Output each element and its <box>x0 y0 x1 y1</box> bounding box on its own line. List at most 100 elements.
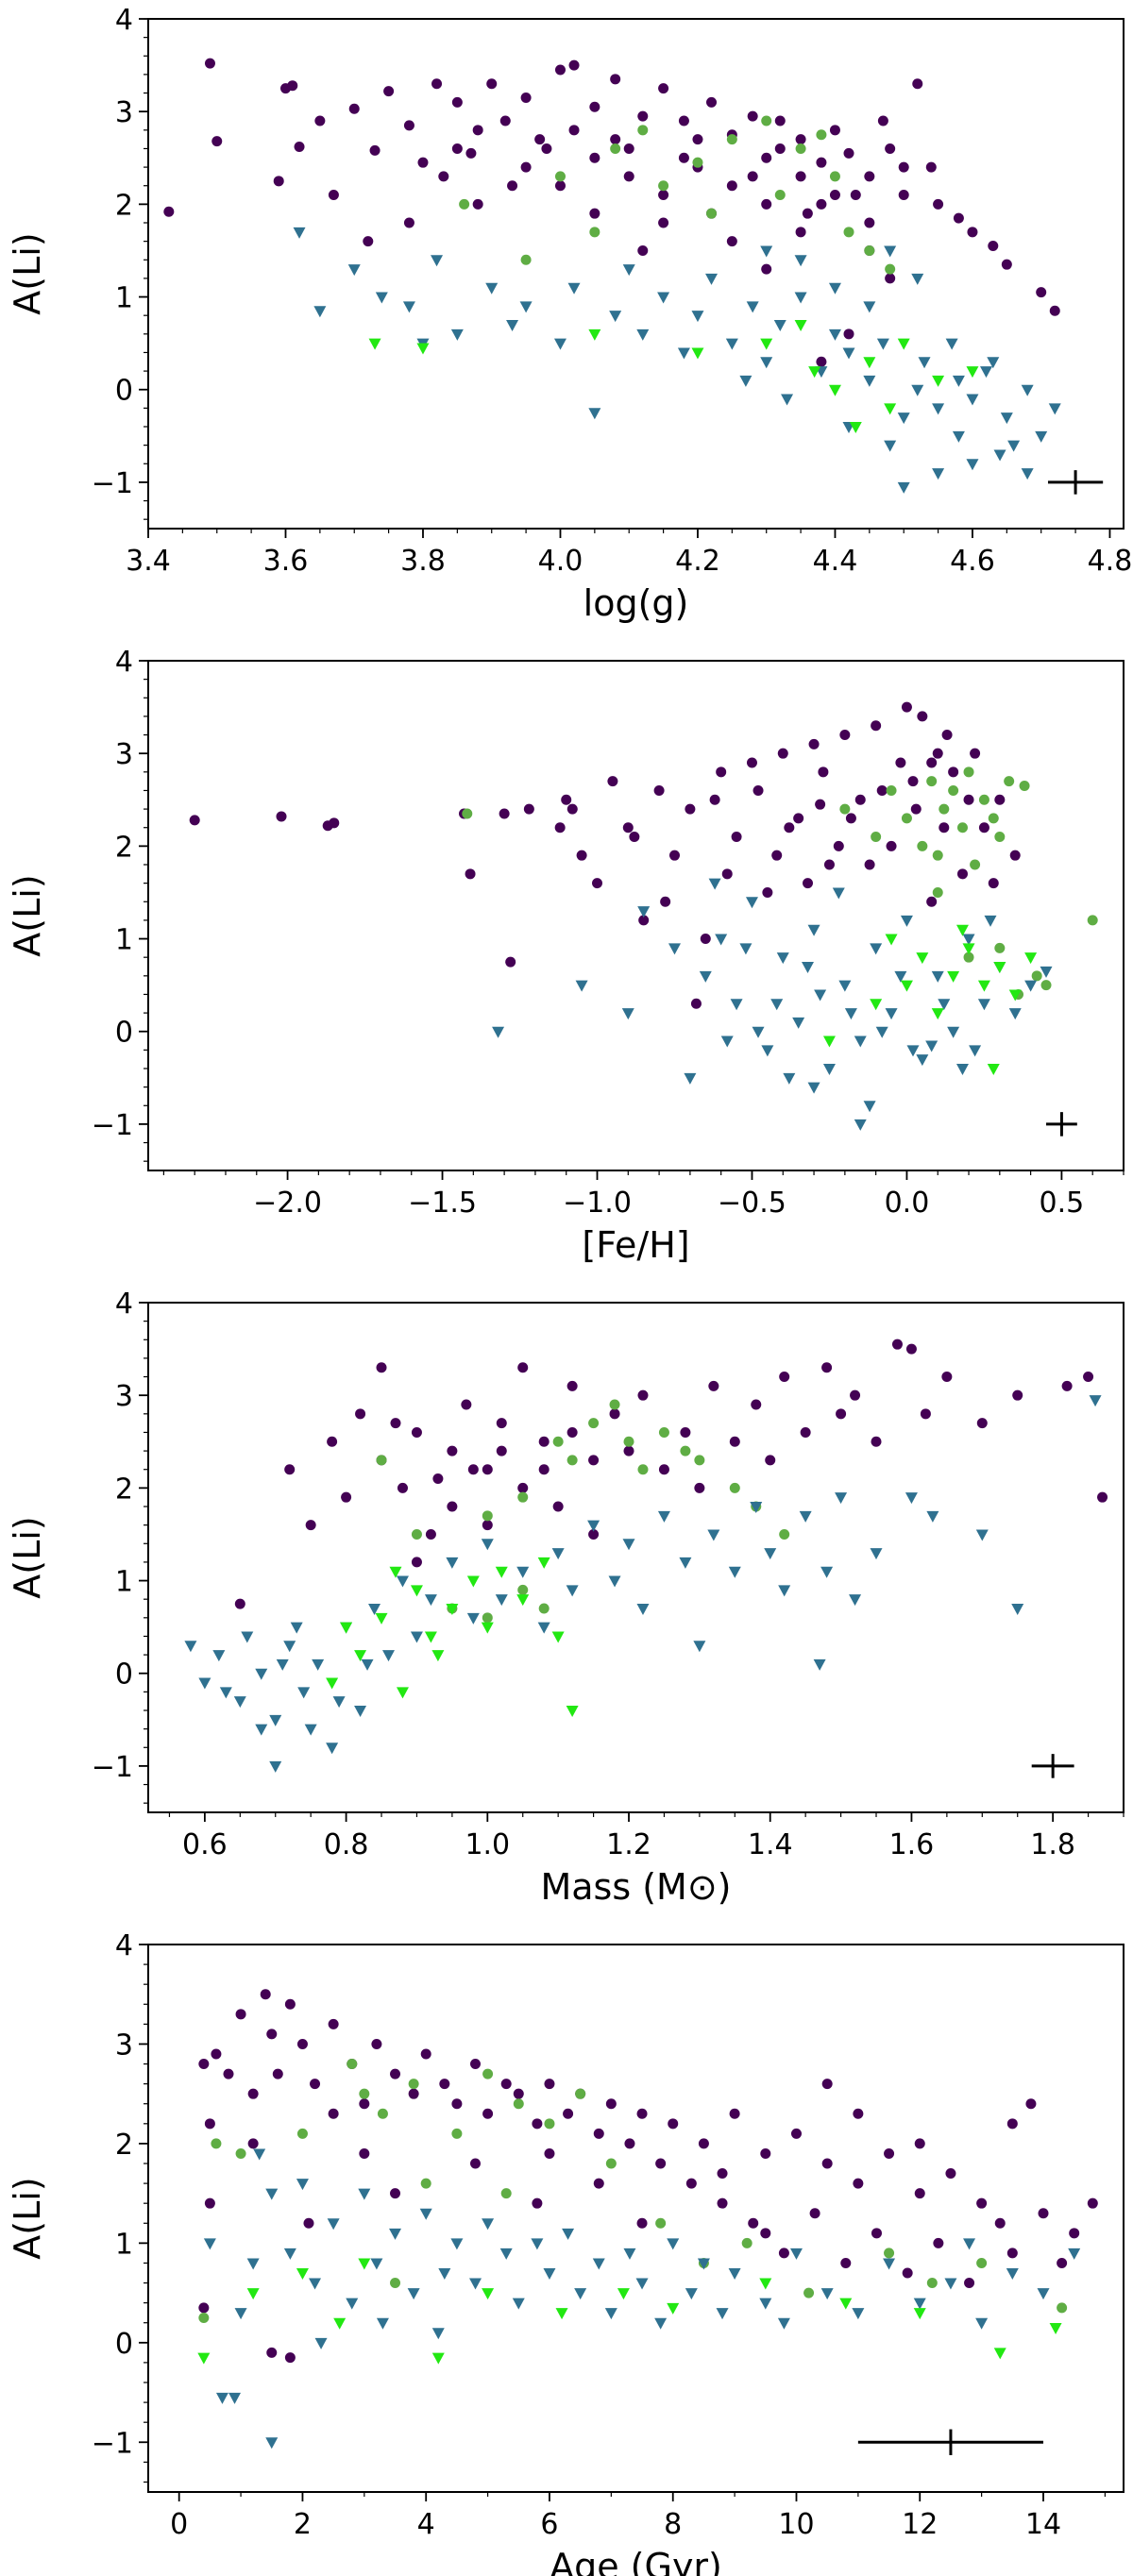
detection-point <box>520 161 532 173</box>
detection-point <box>1097 1491 1108 1503</box>
detection-point <box>589 152 600 163</box>
upper-limit-point <box>955 924 969 936</box>
detection-point <box>747 171 758 182</box>
detection-point <box>482 1464 493 1475</box>
detection-point <box>589 208 600 219</box>
upper-limit-point <box>1024 980 1038 992</box>
detection-point <box>802 208 813 219</box>
upper-limit-point <box>543 2268 556 2280</box>
x-axis-label: [Fe/H] <box>582 1224 689 1266</box>
detection-point <box>658 83 669 94</box>
upper-limit-point <box>977 999 990 1011</box>
upper-limit-point <box>906 1045 920 1057</box>
detection-point <box>653 784 665 796</box>
detection-point <box>451 2128 463 2139</box>
x-tick-label: 2 <box>294 2508 312 2541</box>
upper-limit-point <box>265 2437 279 2450</box>
upper-limit-point <box>327 2218 340 2231</box>
upper-limit-point <box>495 1594 508 1607</box>
upper-limit-point <box>813 1658 826 1671</box>
x-axis-label: log(g) <box>583 582 689 624</box>
upper-limit-point <box>635 2278 649 2290</box>
detection-point <box>761 152 772 163</box>
detection-point <box>729 1436 740 1447</box>
upper-limit-point <box>730 999 743 1011</box>
upper-limit-point <box>354 1706 367 1717</box>
upper-limit-point <box>932 375 945 387</box>
y-tick-label: 1 <box>115 924 133 957</box>
detection-point <box>482 2108 494 2119</box>
detection-point <box>876 784 888 796</box>
upper-limit-point <box>424 1594 437 1607</box>
detection-point <box>905 1343 917 1355</box>
detection-point <box>914 2138 925 2149</box>
detection-point <box>717 2197 728 2209</box>
detection-point <box>1087 2197 1098 2209</box>
upper-limit-point <box>828 384 841 396</box>
upper-limit-point <box>679 1557 692 1569</box>
detection-point <box>816 198 827 210</box>
detection-point <box>901 813 912 824</box>
detection-point <box>708 1380 719 1391</box>
detection-point <box>303 2217 314 2229</box>
detection-point <box>211 2138 222 2149</box>
y-tick-label: 0 <box>115 375 133 408</box>
detection-point <box>266 2029 278 2040</box>
upper-limit-point <box>918 357 931 369</box>
upper-limit-point <box>773 320 786 331</box>
detection-point <box>1025 2098 1037 2110</box>
upper-limit-point <box>234 2308 247 2320</box>
upper-limit-point <box>370 2258 383 2270</box>
detection-point <box>685 803 696 815</box>
upper-limit-point <box>770 999 784 1011</box>
data-points <box>189 701 1098 1131</box>
upper-limit-point <box>993 449 1006 462</box>
upper-limit-point <box>900 980 913 992</box>
detection-point <box>624 2138 635 2149</box>
detection-point <box>680 1445 691 1456</box>
upper-limit-point <box>326 1743 339 1755</box>
upper-limit-point <box>952 430 965 443</box>
detection-point <box>694 1455 705 1466</box>
detection-point <box>964 2278 975 2289</box>
detection-point <box>1036 287 1047 298</box>
detection-point <box>692 157 703 168</box>
upper-limit-point <box>466 1612 480 1625</box>
upper-limit-point <box>506 320 519 331</box>
upper-limit-point <box>808 366 821 379</box>
detection-point <box>284 1464 296 1475</box>
detection-point <box>517 1584 529 1595</box>
upper-limit-point <box>450 2238 464 2250</box>
upper-limit-point <box>764 1548 777 1560</box>
upper-limit-point <box>814 989 827 1002</box>
upper-limit-point <box>1000 412 1013 425</box>
detection-point <box>341 1491 352 1503</box>
upper-limit-point <box>984 915 997 927</box>
upper-limit-point <box>897 412 910 425</box>
detection-point <box>329 817 340 829</box>
upper-limit-point <box>667 2302 680 2315</box>
detection-point <box>636 2217 648 2229</box>
detection-point <box>658 1464 669 1475</box>
detection-point <box>816 356 827 367</box>
upper-limit-point <box>389 2228 402 2240</box>
upper-limit-point <box>987 357 1000 369</box>
x-tick-label: 4.8 <box>1088 545 1133 578</box>
detection-point <box>925 161 937 173</box>
detection-point <box>747 110 758 122</box>
detection-point <box>963 766 974 778</box>
detection-point <box>706 208 718 219</box>
detection-point <box>668 850 680 861</box>
detection-point <box>390 2278 401 2289</box>
detection-point <box>425 1528 436 1540</box>
detection-point <box>403 217 414 228</box>
upper-limit-point <box>551 1548 565 1560</box>
detection-point <box>538 1603 550 1614</box>
detection-point <box>1069 2228 1080 2239</box>
upper-limit-point <box>685 2288 698 2300</box>
upper-limit-point <box>870 999 883 1011</box>
plot-frame <box>147 18 1125 530</box>
detection-point <box>284 2352 296 2364</box>
detection-point <box>520 92 532 103</box>
